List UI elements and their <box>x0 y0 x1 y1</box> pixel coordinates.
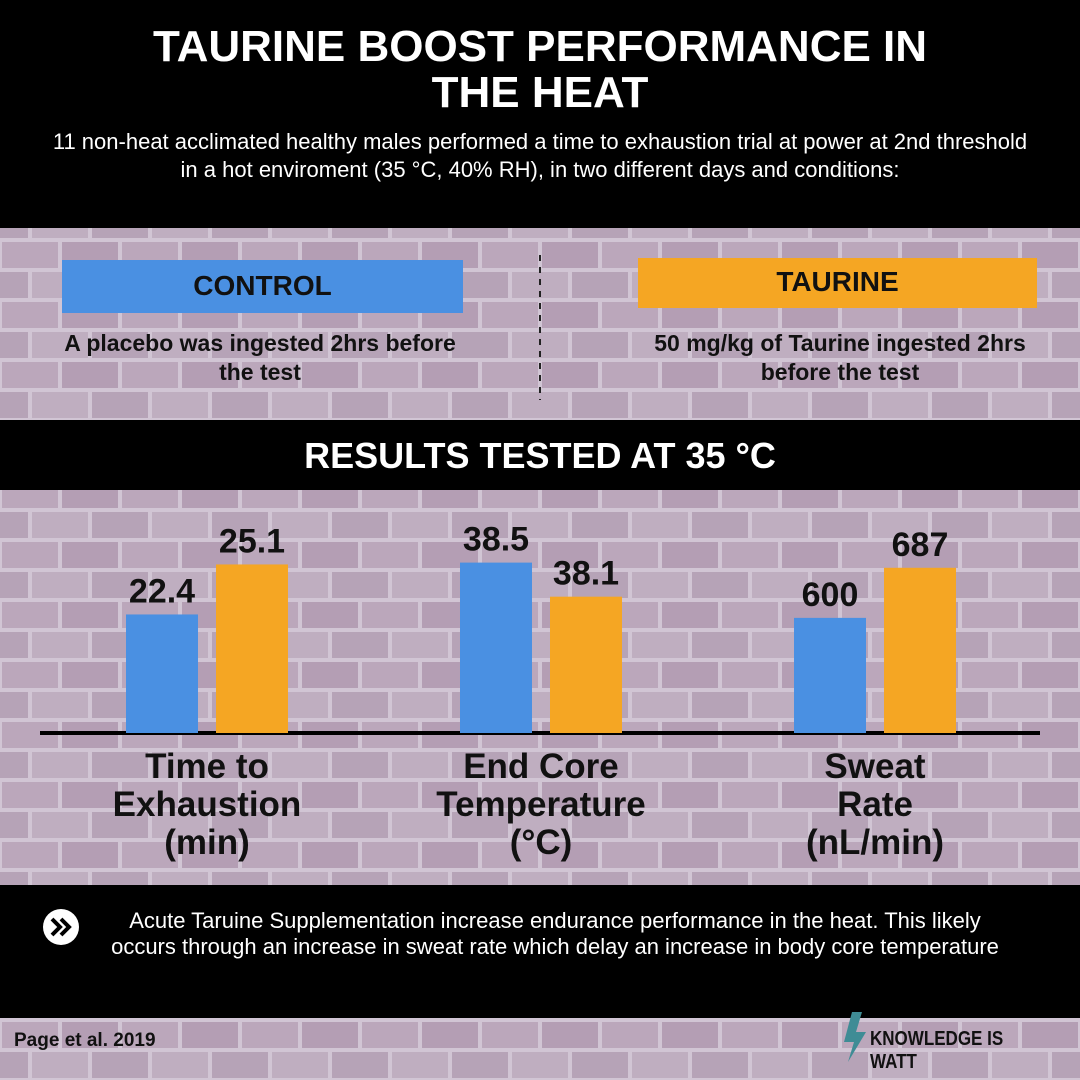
x-axis-label: Time to Exhaustion (min) <box>112 747 302 862</box>
bar <box>216 564 288 733</box>
value-label: 22.4 <box>129 572 195 610</box>
value-label: 38.1 <box>553 555 619 593</box>
brand: KNOWLEDGE IS WATT <box>870 1028 1004 1073</box>
x-axis-label: End Core Temperature (°C) <box>436 747 646 862</box>
value-label: 25.1 <box>219 522 285 560</box>
citation: Page et al. 2019 <box>14 1030 156 1051</box>
legend-control: CONTROL <box>193 270 332 301</box>
x-axis-label: Sweat Rate (nL/min) <box>805 747 945 862</box>
value-label: 600 <box>802 576 859 614</box>
bar <box>884 567 956 733</box>
subtitle: 11 non-heat acclimated healthy males per… <box>52 129 1028 182</box>
bar <box>126 614 198 733</box>
legend-taurine: TAURINE <box>776 266 899 297</box>
bar <box>794 617 866 733</box>
condition-description: A placebo was ingested 2hrs before the t… <box>64 330 456 385</box>
conclusion: Acute Taruine Supplementation increase e… <box>111 908 999 959</box>
value-label: 38.5 <box>463 521 529 559</box>
value-label: 687 <box>892 526 949 564</box>
results-title: RESULTS TESTED AT 35 °C <box>304 435 776 476</box>
condition-description: 50 mg/kg of Taurine ingested 2hrs before… <box>654 330 1026 385</box>
title: TAURINE BOOST PERFORMANCE IN THE HEAT <box>152 22 928 117</box>
bar <box>460 562 532 733</box>
bar <box>550 596 622 733</box>
